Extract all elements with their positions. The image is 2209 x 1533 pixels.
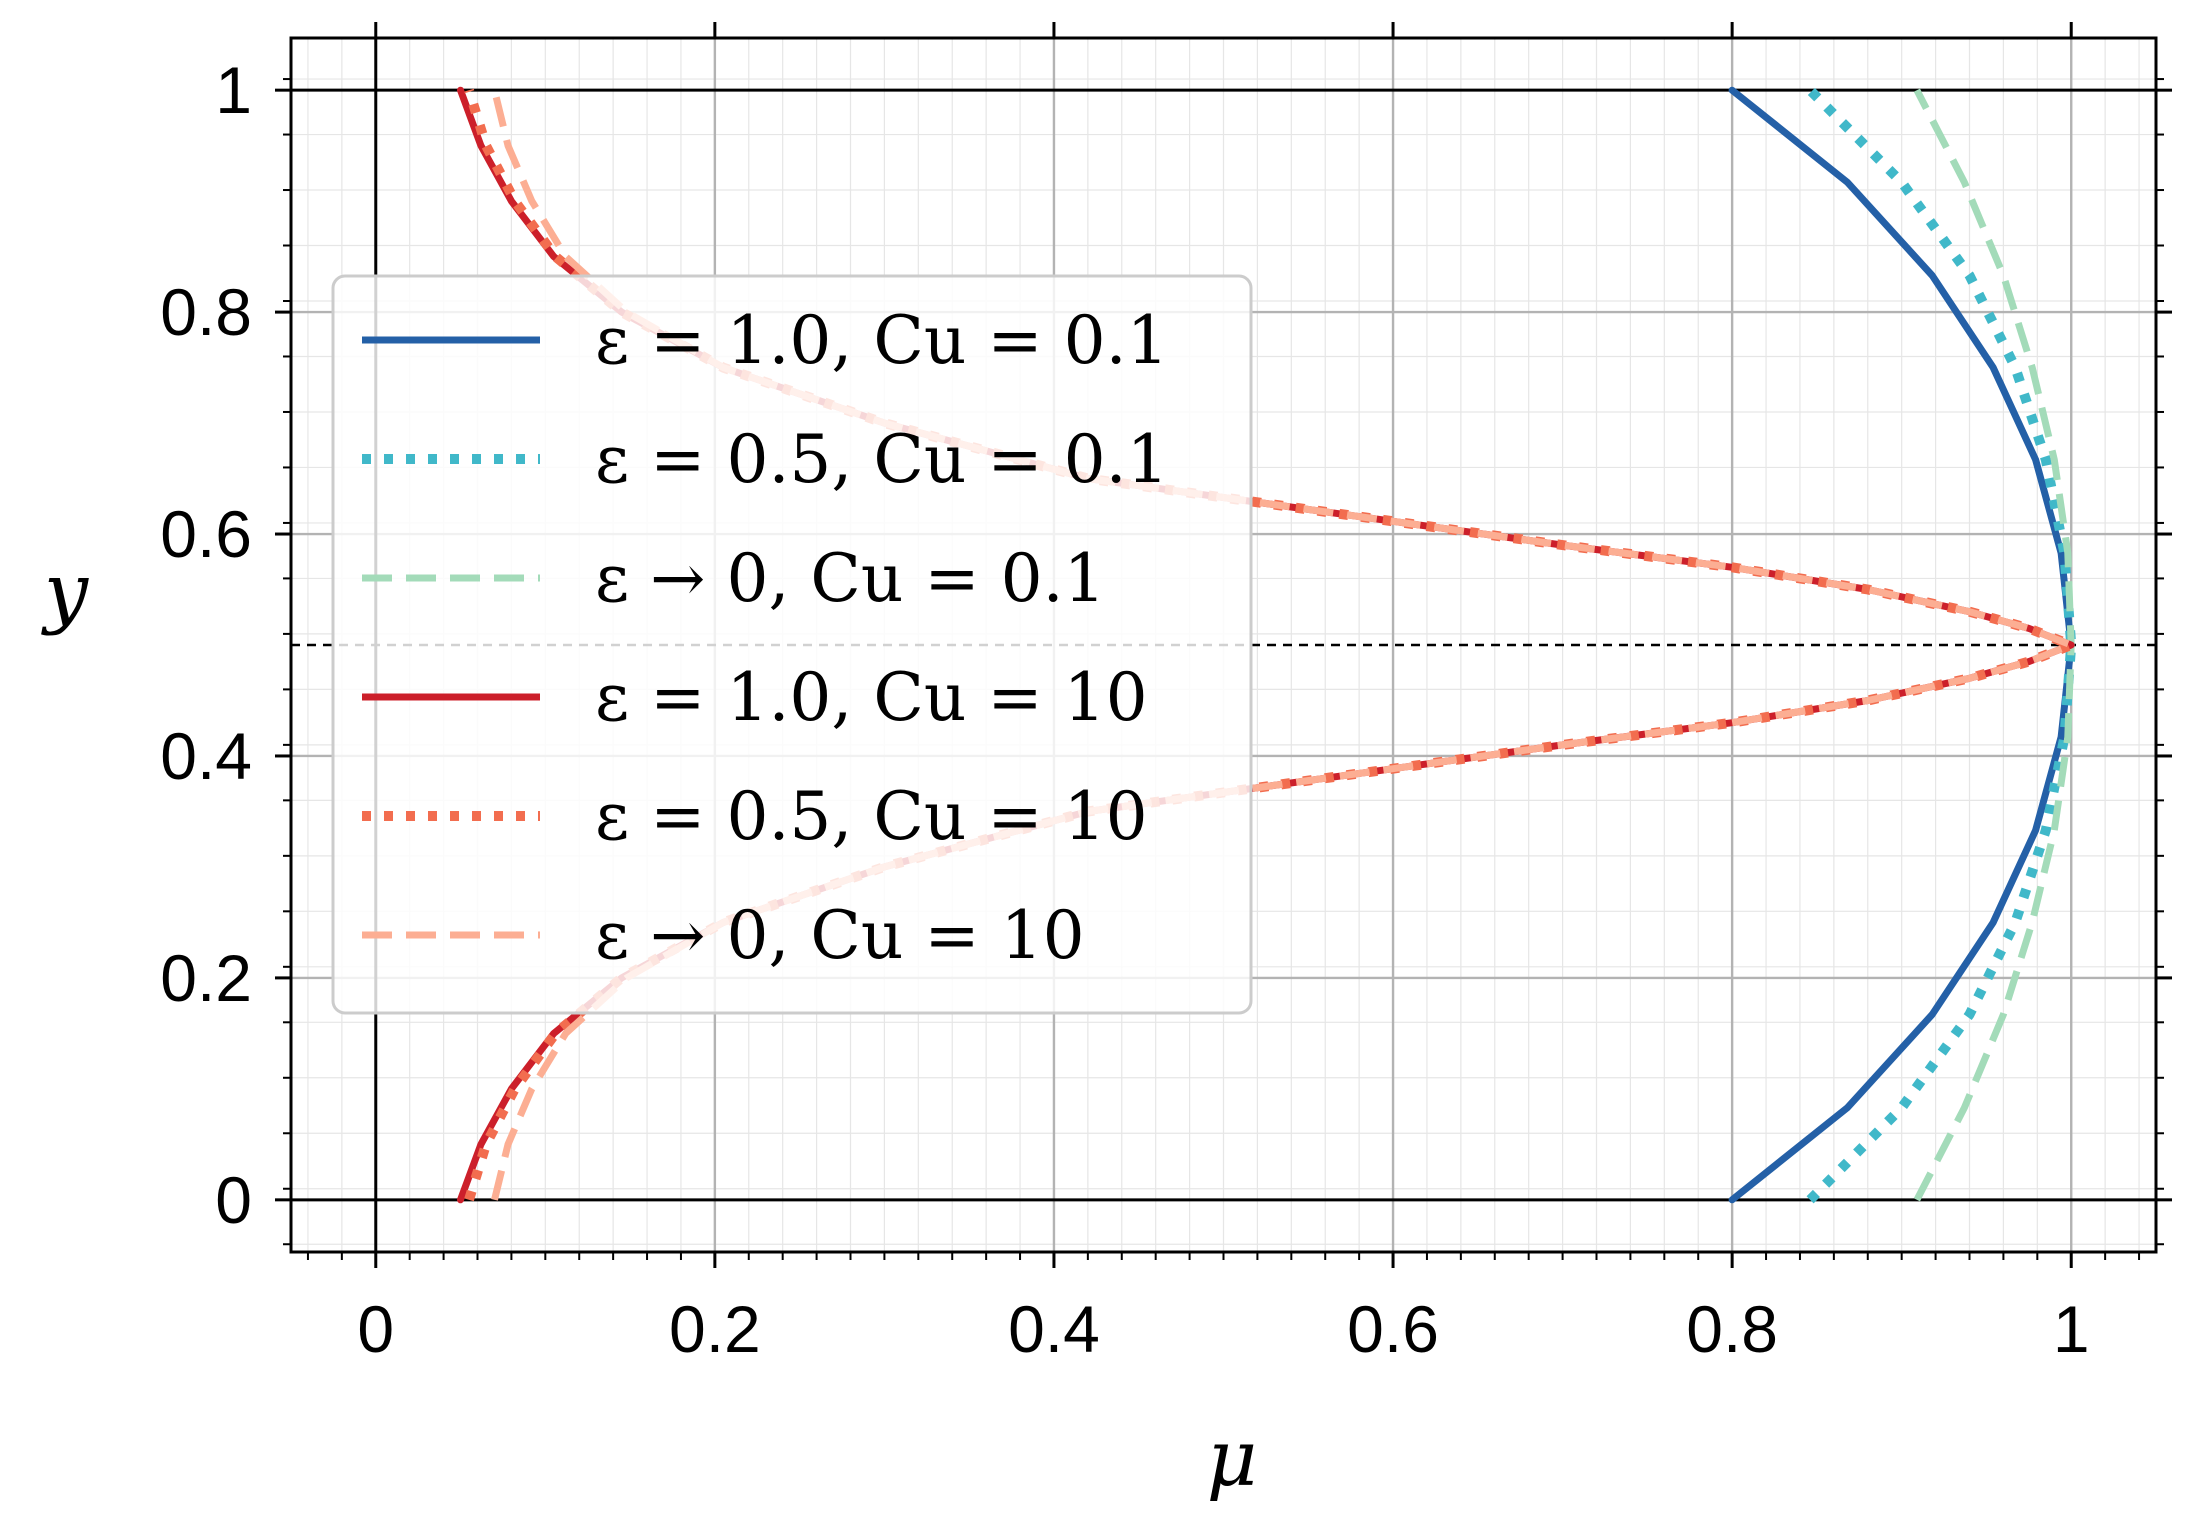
series-line-2 <box>1806 86 2077 1204</box>
axis-ticks <box>275 22 2172 1268</box>
y-tick-label: 0.8 <box>160 275 252 349</box>
y-tick-label: 0 <box>215 1163 252 1237</box>
x-tick-labels: 0 0.2 0.4 0.6 0.8 1 <box>357 1292 2089 1366</box>
legend-label-4: ε = 1.0, Cu = 10 <box>595 659 1148 736</box>
x-tick-label: 0.2 <box>669 1292 761 1366</box>
x-tick-label: 0.4 <box>1008 1292 1100 1366</box>
legend-label-5: ε = 0.5, Cu = 10 <box>595 778 1148 855</box>
y-tick-labels: 0 0.2 0.4 0.6 0.8 1 <box>160 53 252 1237</box>
legend-label-6: ε → 0, Cu = 10 <box>595 897 1085 974</box>
legend-label-2: ε = 0.5, Cu = 0.1 <box>595 421 1169 498</box>
y-tick-label: 1 <box>215 53 252 127</box>
legend-label-1: ε = 1.0, Cu = 0.1 <box>595 302 1169 379</box>
x-axis-label: μ <box>1207 1414 1258 1504</box>
x-tick-label: 0.6 <box>1347 1292 1439 1366</box>
y-axis-label: y <box>41 547 89 637</box>
legend-box <box>331 274 1253 1015</box>
legend-label-3: ε → 0, Cu = 0.1 <box>595 540 1106 617</box>
y-tick-label: 0.6 <box>160 497 252 571</box>
y-tick-label: 0.2 <box>160 941 252 1015</box>
x-tick-label: 0 <box>357 1292 394 1366</box>
legend: ε = 1.0, Cu = 0.1 ε = 0.5, Cu = 0.1 ε → 0,… <box>331 274 1253 1015</box>
x-tick-label: 0.8 <box>1686 1292 1778 1366</box>
x-tick-label: 1 <box>2053 1292 2090 1366</box>
y-tick-label: 0.4 <box>160 719 252 793</box>
